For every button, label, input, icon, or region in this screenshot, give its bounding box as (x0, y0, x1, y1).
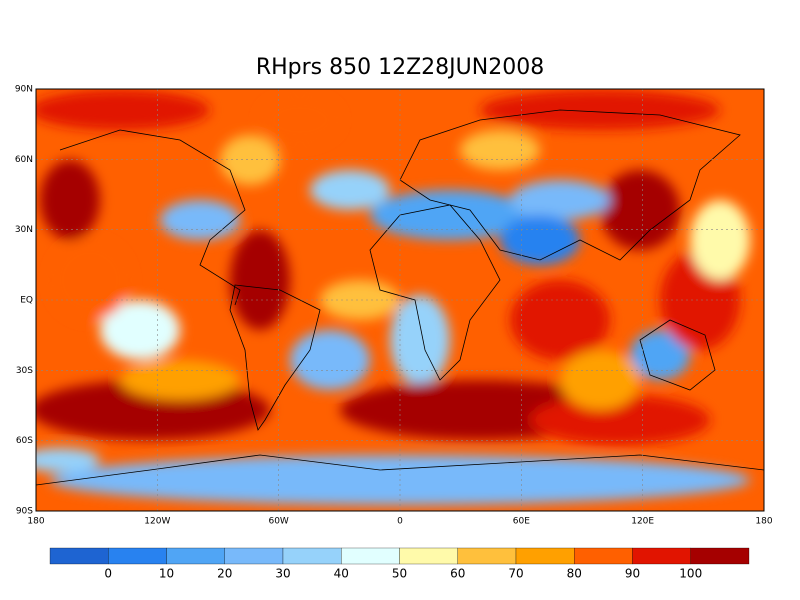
field-patch (36, 90, 210, 130)
field-patch (530, 395, 710, 445)
colorbar-label: 40 (334, 567, 349, 581)
colorbar-box (399, 547, 458, 565)
colorbar-box (457, 547, 517, 565)
lon-label: 180 (27, 517, 44, 527)
coast-south-america (229, 284, 321, 431)
coast-africa (369, 204, 501, 381)
field-patch (480, 90, 720, 130)
colorbar-label: 70 (508, 567, 523, 581)
field-patch (50, 240, 130, 320)
colorbar-label: 80 (567, 567, 582, 581)
colorbar-box (690, 547, 750, 565)
coast-eurasia (399, 109, 741, 261)
field-patch (120, 360, 240, 400)
field-patch (390, 295, 450, 385)
field-patch (460, 130, 540, 170)
colorbar: 0 10 20 30 40 50 60 70 80 90 100 (49, 547, 750, 581)
axis-labels: 180 120W 60W 0 60E 120E 180 90N 60N 30N EQ 30S 60S 90… (15, 85, 773, 527)
coastlines (36, 109, 764, 486)
coast-north-america (59, 129, 246, 306)
field-patch (40, 160, 100, 240)
graticule (36, 89, 764, 511)
field-patch (690, 200, 750, 280)
field-patch (230, 230, 290, 330)
colorbar-label: 30 (275, 567, 290, 581)
field-patch (600, 170, 680, 250)
field-patch (220, 135, 280, 185)
field-patch (310, 170, 390, 210)
lon-label: 60W (268, 517, 288, 527)
colorbar-box (108, 547, 167, 565)
lon-label: 0 (397, 517, 403, 527)
field-patch (370, 190, 530, 240)
colorbar-label: 90 (625, 567, 640, 581)
lat-label: 60N (15, 155, 33, 165)
lat-label: 90N (15, 85, 33, 95)
field-patch (290, 330, 370, 390)
lon-label: 180 (755, 517, 772, 527)
colorbar-box (282, 547, 342, 565)
map-frame (35, 88, 765, 512)
field-patch (630, 330, 690, 380)
colorbar-label: 20 (217, 567, 232, 581)
lat-label: 60S (16, 436, 33, 446)
colorbar-label: 10 (159, 567, 174, 581)
colorbar-box (49, 547, 109, 565)
lon-label: 120W (144, 517, 170, 527)
coast-australia (639, 319, 716, 391)
lat-label: 30S (16, 366, 33, 376)
colorbar-label: 60 (450, 567, 465, 581)
lon-label: 60E (513, 517, 530, 527)
colorbar-box (515, 547, 575, 565)
field-patch (260, 95, 340, 145)
lon-label: 120E (631, 517, 654, 527)
coast-antarctica (36, 454, 764, 486)
field-patch (500, 215, 580, 265)
field-patch (510, 180, 610, 220)
lat-label: EQ (20, 296, 33, 306)
colorbar-box (632, 547, 691, 565)
colorbar-label: 0 (104, 567, 112, 581)
colorbar-box (224, 547, 284, 565)
colorbar-label: 100 (679, 567, 702, 581)
field-patch (560, 350, 640, 410)
field-patches (36, 90, 750, 505)
colorbar-box (341, 547, 400, 565)
field-patch (160, 200, 240, 240)
map-title: RHprs 850 12Z28JUN2008 (256, 55, 544, 80)
lat-label: 30N (15, 225, 33, 235)
field-patch (100, 300, 180, 360)
field-patch (36, 448, 100, 472)
field (36, 89, 764, 511)
colorbar-label: 50 (392, 567, 407, 581)
lat-label: 90S (16, 507, 33, 517)
colorbar-box (166, 547, 225, 565)
field-patch (510, 280, 610, 360)
colorbar-box (574, 547, 633, 565)
